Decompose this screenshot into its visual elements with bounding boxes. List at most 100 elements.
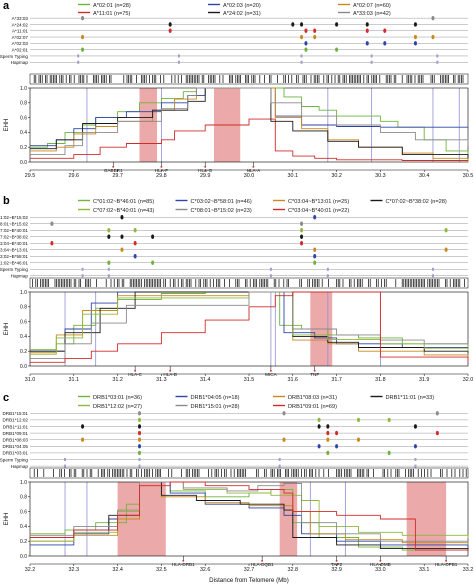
recombination-tick <box>77 60 80 64</box>
recombination-tick <box>278 464 281 468</box>
x-tick-label: 29.7 <box>112 173 123 179</box>
recombination-tick <box>81 267 84 271</box>
x-tick-label: 32.0 <box>463 377 474 383</box>
x-tick-label: 32.6 <box>200 567 211 573</box>
y-tick-label: 0.8 <box>20 495 27 501</box>
recombination-tick <box>300 60 303 64</box>
y-axis-label: EHH <box>4 323 10 336</box>
allele-dot <box>138 417 141 423</box>
track-label: DRB1*11:01 <box>3 424 29 429</box>
allele-dot <box>300 22 304 27</box>
allele-dot <box>365 22 369 27</box>
y-axis-label: EHH <box>4 513 10 526</box>
allele-dot <box>282 437 286 442</box>
recombination-tick <box>64 458 67 461</box>
legend-label: DRB1*04:05 (n=18) <box>191 395 240 401</box>
y-tick-label: 1.0 <box>20 480 27 486</box>
legend-label: A*02:03 (n=20) <box>223 3 261 9</box>
gene-annotations: HLA-C HLA-B MICA TNF <box>128 366 319 377</box>
track-label: Sperm Typing <box>0 457 28 462</box>
x-tick-label: 30.1 <box>288 173 299 179</box>
legend-label: C*08:01~B*15:02 (n=23) <box>191 208 252 214</box>
y-tick-label: 0.4 <box>20 524 27 530</box>
track-label: A*33:03 <box>12 16 29 21</box>
allele-dot <box>313 28 317 33</box>
allele-dot <box>313 247 317 252</box>
x-tick-label: 31.8 <box>375 377 386 383</box>
track-label: A*02:07 <box>12 35 29 40</box>
allele-dot <box>387 450 391 456</box>
legend-label: A*02:01 (n=28) <box>93 3 131 9</box>
legend-label: DRB1*08:03 (n=31) <box>288 395 337 401</box>
legend-label: C*07:02~B*38:02 (n=28) <box>386 199 447 205</box>
gene-dot <box>112 166 115 168</box>
allele-dot <box>317 417 321 423</box>
allele-dot <box>413 34 417 40</box>
allele-dot <box>120 234 124 239</box>
y-tick-label: 0.2 <box>20 145 27 151</box>
recombination-tick <box>64 464 67 468</box>
allele-dot <box>313 215 317 220</box>
recombination-tick <box>107 274 110 278</box>
recombination-tick <box>414 464 417 468</box>
allele-dot <box>300 34 304 40</box>
recombination-tick <box>326 267 329 271</box>
series-line <box>30 87 469 156</box>
recombination-tick <box>269 274 272 278</box>
hotspot-band <box>139 88 158 162</box>
x-axis: 29.5 29.6 29.7 29.8 29.9 30.0 30.1 30.2 30.3 30.4… <box>25 169 473 179</box>
allele-dot <box>383 28 387 33</box>
allele-dot <box>335 47 339 52</box>
y-axis-label: EHH <box>4 119 10 132</box>
x-tick-label: 33.0 <box>375 567 386 573</box>
allele-dot <box>357 417 360 423</box>
x-axis: 31.0 31.1 31.2 31.3 31.4 31.5 31.6 31.7 31.8 31.9… <box>25 373 474 383</box>
x-tick-label: 32.2 <box>25 567 36 573</box>
ehh-plot <box>29 481 469 557</box>
gene-label: HLA-B <box>163 372 177 377</box>
y-tick-label: 0.4 <box>20 130 27 136</box>
series-line <box>30 481 469 553</box>
snp-density-bar <box>29 73 469 85</box>
allele-dot <box>435 430 439 436</box>
series-line <box>30 481 469 553</box>
allele-dot <box>151 234 155 239</box>
y-axis: 0.0 0.2 0.4 0.6 0.8 1.0 EHH <box>4 290 30 370</box>
recombination-tick <box>370 54 373 58</box>
legend-label: C*03:04~B*13:01 (n=25) <box>288 199 349 205</box>
x-tick-label: 31.7 <box>331 377 342 383</box>
allele-dot <box>300 221 304 226</box>
allele-dot <box>335 22 339 27</box>
y-tick-label: 0.0 <box>20 364 27 370</box>
allele-dot <box>107 228 111 233</box>
y-tick-label: 1.0 <box>20 86 27 92</box>
recombination-tick <box>436 60 439 64</box>
allele-dot <box>138 430 141 436</box>
legend: C*01:02~B*46:01 (n=85) C*03:02~B*58:01 (n… <box>78 199 447 214</box>
allele-dot <box>133 228 137 233</box>
allele-dot <box>300 234 304 239</box>
gene-dot <box>134 370 136 372</box>
x-tick-label: 31.2 <box>112 377 123 383</box>
snp-density-bar <box>29 467 469 479</box>
allele-dot <box>431 34 435 40</box>
gene-dot <box>261 560 263 562</box>
allele-dot <box>365 41 369 46</box>
allele-dot <box>313 254 317 259</box>
y-tick-label: 0.8 <box>20 305 27 311</box>
gene-label: HLA-DQB1 <box>251 562 274 567</box>
legend-label: C*07:02~B*40:01 (n=43) <box>93 208 154 214</box>
allele-dot <box>313 260 317 265</box>
allele-dot <box>138 411 141 416</box>
track-label: C*01:02~B*46:01 <box>0 261 28 266</box>
allele-dot <box>383 41 387 46</box>
snp-bar-frame <box>29 277 469 289</box>
allele-dot <box>304 28 308 33</box>
track-label: C*01:02~B*15:02 <box>0 215 28 220</box>
recombination-tick <box>414 458 417 461</box>
allele-dot <box>357 437 360 442</box>
allele-dot <box>413 22 417 27</box>
snp-bar-frame <box>29 467 469 479</box>
